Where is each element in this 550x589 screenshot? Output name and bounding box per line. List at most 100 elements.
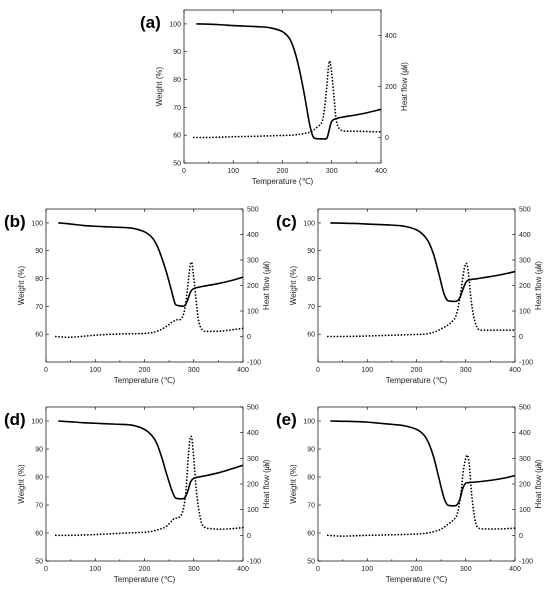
heat-flow-point <box>247 135 250 138</box>
heat-flow-point <box>461 474 464 476</box>
heat-flow-point <box>328 62 330 64</box>
y-axis-label: Weight (%) <box>17 464 26 504</box>
heat-flow-point <box>183 504 185 507</box>
y2-tick-label: 0 <box>519 334 523 341</box>
heat-flow-point <box>193 460 195 463</box>
heat-flow-point <box>99 533 102 536</box>
heat-flow-point <box>118 333 121 335</box>
heat-flow-point <box>203 330 206 333</box>
heat-flow-point <box>186 291 188 294</box>
heat-flow-point <box>58 335 60 338</box>
heat-flow-point <box>455 315 457 317</box>
heat-flow-point <box>324 103 326 106</box>
heat-flow-point <box>473 316 475 319</box>
heat-flow-point <box>229 527 232 530</box>
heat-flow-point <box>106 333 108 336</box>
heat-flow-point <box>144 332 147 335</box>
y2-tick-label: 400 <box>385 33 397 40</box>
heat-flow-point <box>216 528 219 531</box>
heat-flow-point <box>355 335 358 338</box>
heat-flow-point <box>467 275 470 277</box>
heat-flow-point <box>469 287 471 290</box>
y2-tick-label: -100 <box>247 559 261 566</box>
heat-flow-point <box>93 334 96 337</box>
heat-flow-point <box>168 323 170 326</box>
heat-flow-point <box>349 130 352 133</box>
heat-flow-point <box>209 330 212 333</box>
heat-flow-point <box>340 129 343 132</box>
heat-flow-point <box>234 135 237 138</box>
heat-flow-point <box>362 534 364 537</box>
heat-flow-point <box>122 532 124 535</box>
heat-flow-point <box>206 527 209 530</box>
heat-flow-point <box>185 300 187 303</box>
heat-flow-point <box>512 329 515 332</box>
panel-a: (a) 0 100 200 300 400 50 60 70 80 90 100 0 200 400 Temp… <box>140 9 410 186</box>
heat-flow-point <box>235 328 238 331</box>
x-axis-label: Temperature (℃) <box>114 376 176 385</box>
x-tick-label: 300 <box>188 367 200 374</box>
weight-curve <box>330 222 516 303</box>
heat-flow-point <box>435 330 438 333</box>
heat-flow-point <box>349 335 352 338</box>
y2-tick-label: 100 <box>519 309 531 316</box>
heat-flow-point <box>102 333 105 336</box>
heat-flow-point <box>173 320 176 322</box>
panel-label: (b) <box>4 212 26 231</box>
heat-flow-point <box>165 525 168 527</box>
heat-flow-point <box>471 310 474 312</box>
heat-flow-point <box>468 462 470 464</box>
heat-flow-point <box>118 532 121 535</box>
heat-flow-point <box>157 528 159 531</box>
heat-flow-point <box>333 534 336 537</box>
heat-flow-point <box>460 286 463 289</box>
heat-flow-point <box>446 324 449 327</box>
panel-b: (b) 0 100 200 300 400 60 70 80 90 100 -100 0 100 200 30… <box>4 207 272 386</box>
heat-flow-point <box>336 535 339 537</box>
heat-flow-point <box>429 332 432 335</box>
heat-flow-point <box>195 297 197 300</box>
heat-flow-point <box>349 535 352 537</box>
heat-flow-point <box>473 319 476 322</box>
y-tick-label: 80 <box>173 77 181 84</box>
heat-flow-point <box>295 133 298 136</box>
heat-flow-point <box>141 531 144 534</box>
heat-flow-point <box>188 444 191 446</box>
heat-flow-point <box>235 527 238 530</box>
heat-flow-point <box>459 496 462 499</box>
heat-flow-point <box>99 333 102 336</box>
heat-flow-point <box>470 300 473 303</box>
heat-flow-point <box>208 136 211 139</box>
heat-flow-point <box>336 335 339 338</box>
heat-flow-point <box>93 533 96 536</box>
heat-flow-point <box>131 332 134 335</box>
heat-flow-curve <box>192 60 381 139</box>
heat-flow-point <box>192 275 195 277</box>
heat-flow-point <box>451 320 454 323</box>
heat-flow-point <box>185 294 188 297</box>
heat-flow-point <box>486 329 489 332</box>
heat-flow-point <box>172 518 175 521</box>
heat-flow-point <box>493 329 495 332</box>
heat-flow-point <box>77 335 80 338</box>
heat-flow-point <box>112 333 115 336</box>
heat-flow-point <box>358 534 361 537</box>
heat-flow-point <box>244 135 246 138</box>
heat-flow-point <box>201 524 204 526</box>
y2-tick-label: 300 <box>247 456 259 463</box>
y-tick-label: 70 <box>307 503 315 510</box>
heat-flow-point <box>206 330 209 333</box>
y2-tick-label: 500 <box>247 207 259 214</box>
heat-flow-point <box>150 331 153 334</box>
heat-flow-point <box>310 130 313 133</box>
heat-flow-point <box>219 528 222 531</box>
heat-flow-point <box>229 329 231 332</box>
heat-flow-point <box>131 531 134 534</box>
heat-flow-point <box>199 518 202 520</box>
heat-flow-point <box>483 329 486 331</box>
heat-flow-point <box>165 325 168 328</box>
heat-flow-point <box>459 296 461 299</box>
heat-flow-point <box>461 477 464 480</box>
heat-flow-point <box>330 67 332 69</box>
heat-flow-point <box>196 310 199 312</box>
